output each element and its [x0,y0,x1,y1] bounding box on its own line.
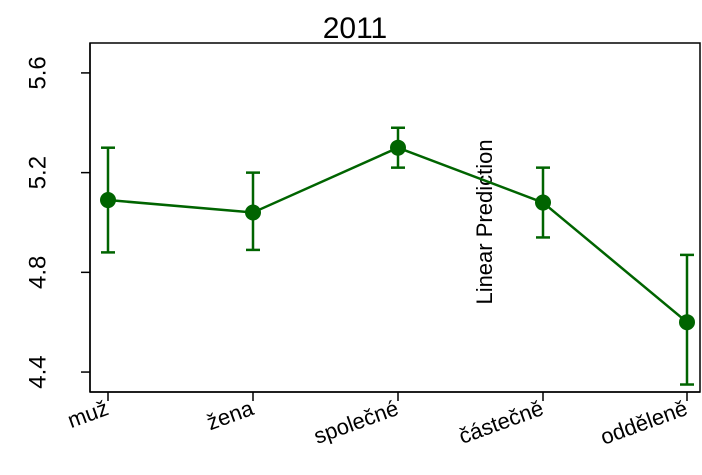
data-point [245,204,261,221]
data-point [535,194,551,211]
x-ticks: muž žena společné částečně odděleně [64,392,691,450]
y-ticks: 4.4 4.8 5.2 5.6 [25,56,90,389]
y-tick-label: 4.8 [25,256,52,289]
y-tick-label: 5.6 [25,56,52,89]
x-tick-label: částečně [455,395,546,449]
y-tick-label: 4.4 [25,355,52,388]
plot-frame [89,42,701,393]
x-tick-label: společné [310,395,401,449]
data-point [100,192,116,209]
x-tick-label: muž [64,395,112,433]
series-group [100,126,695,386]
y-tick-label: 5.2 [25,156,52,189]
chart-title: 2011 [323,12,388,45]
x-tick-label: odděleně [597,395,691,449]
data-point [390,139,406,156]
x-tick-label: žena [203,395,257,435]
series-line [107,146,688,324]
data-point [679,314,695,331]
y-axis-title: Linear Prediction [472,139,497,304]
